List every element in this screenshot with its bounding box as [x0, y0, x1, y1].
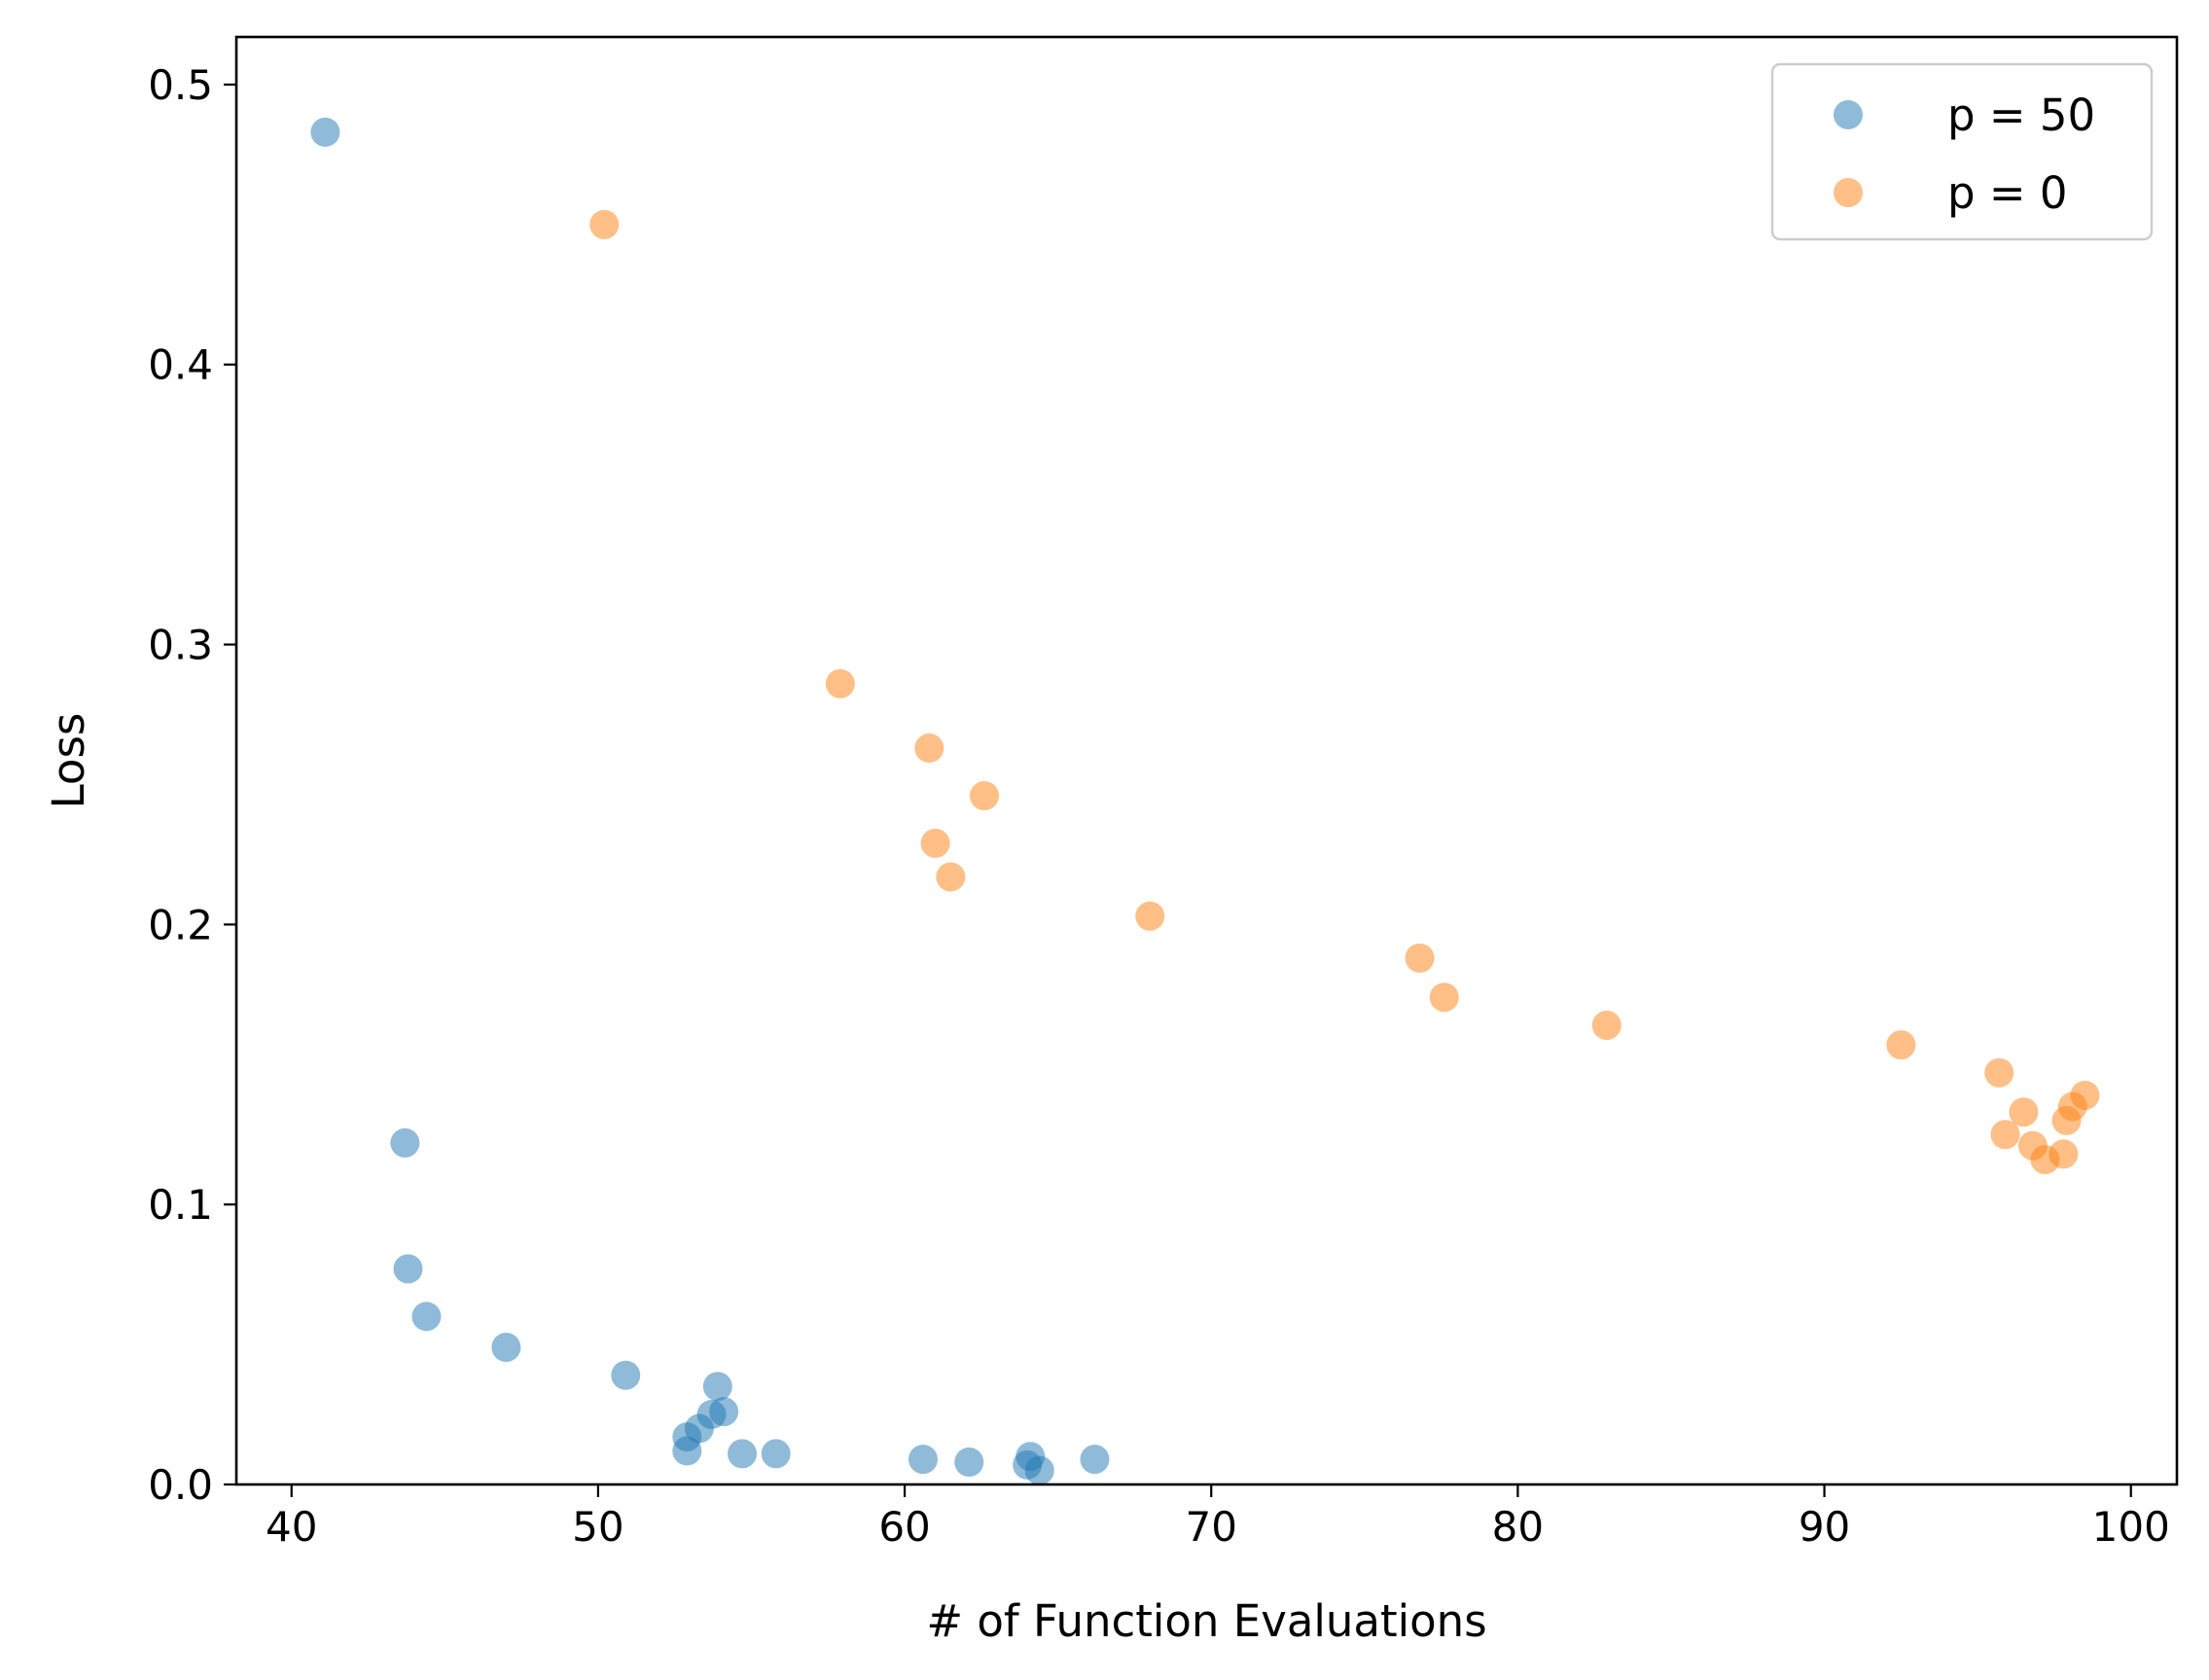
x-tick-label: 100	[2092, 1503, 2170, 1551]
y-axis-ticks: 0.0 0.1 0.2 0.3 0.4 0.5	[148, 61, 236, 1509]
data-point	[411, 1302, 442, 1332]
data-point	[1886, 1030, 1916, 1060]
x-tick-label: 40	[266, 1503, 317, 1551]
data-point	[2070, 1080, 2100, 1110]
legend-marker	[1834, 100, 1863, 129]
data-point	[728, 1439, 758, 1469]
series-1	[310, 117, 1110, 1485]
data-point	[936, 862, 966, 892]
data-point	[390, 1127, 420, 1158]
y-axis-label: Loss	[43, 713, 94, 809]
data-points	[310, 117, 2100, 1485]
data-point	[491, 1332, 521, 1362]
data-point	[908, 1445, 938, 1475]
data-point	[589, 209, 620, 239]
legend-box	[1770, 62, 2154, 241]
data-point	[1135, 901, 1165, 931]
data-point	[825, 668, 855, 698]
data-point	[954, 1447, 984, 1477]
x-tick-label: 80	[1492, 1503, 1544, 1551]
x-tick-label: 50	[572, 1503, 624, 1551]
data-point	[1591, 1010, 1621, 1040]
y-tick-label: 0.0	[148, 1461, 213, 1509]
data-point	[914, 733, 944, 764]
legend-item[interactable]: p = 0	[1834, 167, 2068, 219]
legend[interactable]: p = 50 p = 0	[1770, 62, 2154, 241]
data-point	[611, 1360, 641, 1390]
legend-marker	[1834, 178, 1863, 207]
data-point	[920, 828, 950, 858]
data-point	[1024, 1455, 1054, 1485]
x-tick-label: 60	[878, 1503, 930, 1551]
plot-frame	[234, 35, 2179, 1486]
data-point	[970, 780, 1000, 810]
x-tick-label: 70	[1186, 1503, 1237, 1551]
data-point	[761, 1439, 791, 1469]
x-tick-label: 90	[1799, 1503, 1850, 1551]
data-point	[1080, 1445, 1110, 1475]
y-tick-label: 0.4	[148, 341, 213, 389]
series-2	[589, 209, 2100, 1175]
data-point	[393, 1254, 423, 1284]
data-point	[672, 1436, 702, 1466]
data-point	[2049, 1139, 2079, 1169]
plot-area	[236, 37, 2177, 1484]
data-point	[1405, 943, 1435, 973]
data-point	[702, 1372, 732, 1402]
data-point	[2009, 1097, 2039, 1127]
data-point	[1429, 983, 1459, 1013]
data-point	[709, 1397, 739, 1427]
x-axis-ticks: 40 50 60 70 80 90 100	[266, 1484, 2170, 1551]
legend-item[interactable]: p = 50	[1834, 89, 2095, 141]
y-tick-label: 0.5	[148, 61, 213, 109]
data-point	[310, 117, 340, 147]
y-tick-label: 0.3	[148, 622, 213, 669]
data-point	[1984, 1057, 2014, 1088]
x-axis-label: # of Function Evaluations	[926, 1595, 1486, 1647]
y-tick-label: 0.1	[148, 1181, 213, 1229]
legend-label: p = 50	[1947, 89, 2095, 141]
legend-label: p = 0	[1947, 167, 2068, 219]
data-point	[1990, 1120, 2020, 1150]
y-tick-label: 0.2	[148, 901, 213, 948]
